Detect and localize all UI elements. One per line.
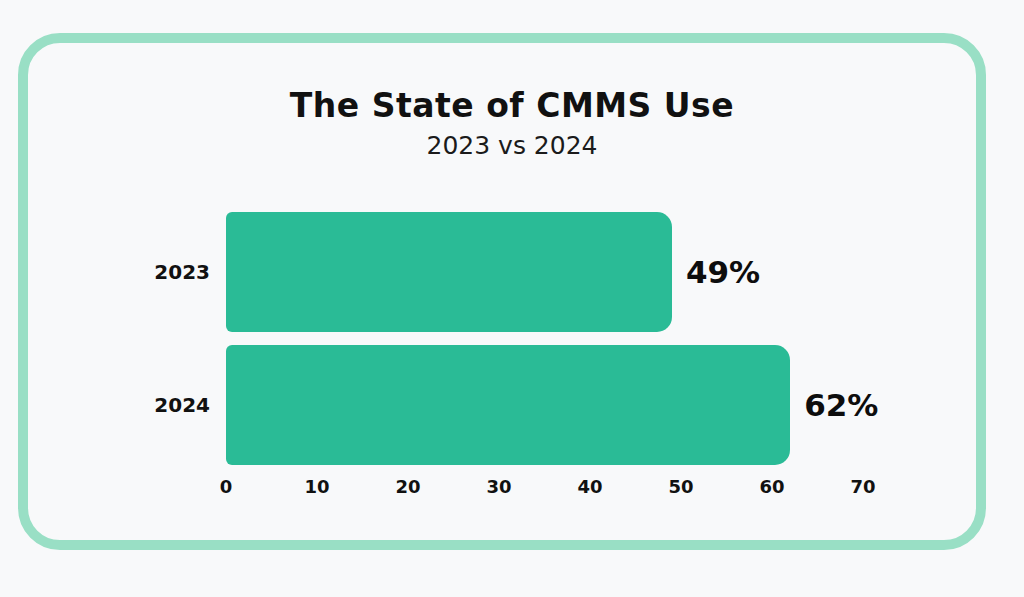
- bar: [226, 212, 672, 332]
- infographic-card: The State of CMMS Use 2023 vs 2024 20234…: [0, 0, 1024, 597]
- x-axis-tick: 60: [759, 476, 784, 497]
- bar: [226, 345, 790, 465]
- category-label: 2023: [100, 212, 210, 332]
- bar-value-label: 62%: [804, 345, 878, 465]
- bar-value-label: 49%: [686, 212, 760, 332]
- x-axis-tick: 70: [850, 476, 875, 497]
- x-axis-tick: 10: [304, 476, 329, 497]
- x-axis-tick: 20: [395, 476, 420, 497]
- x-axis-tick: 40: [577, 476, 602, 497]
- x-axis-tick: 30: [486, 476, 511, 497]
- x-axis-tick: 0: [220, 476, 233, 497]
- bar-chart: 2023 49% 2024 62% 0 10 20 30 40 50 60 70: [0, 0, 1024, 597]
- category-label: 2024: [100, 345, 210, 465]
- x-axis-tick: 50: [668, 476, 693, 497]
